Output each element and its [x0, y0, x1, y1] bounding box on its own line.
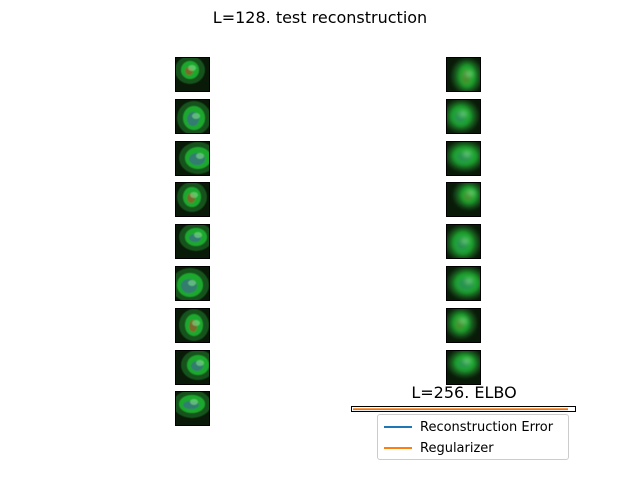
figure-title: L=128. test reconstruction: [212, 8, 428, 27]
original-image-tile: [175, 98, 210, 134]
legend-label-regularizer: Regularizer: [420, 440, 494, 456]
elbo-legend: Reconstruction Error Regularizer: [377, 414, 569, 460]
legend-swatch-blue: [384, 426, 412, 428]
original-image-tile: [175, 349, 210, 385]
legend-item-regularizer: Regularizer: [384, 439, 494, 457]
original-image-tile: [175, 140, 210, 176]
original-image-tile: [175, 391, 210, 427]
reconstruction-image-tile: [446, 140, 481, 176]
reconstruction-image-tile: [446, 266, 481, 301]
elbo-axes: [351, 406, 576, 412]
elbo-chart-title: L=256. ELBO: [411, 383, 517, 402]
original-image-tile: [175, 182, 210, 218]
original-image-tile: [175, 224, 210, 260]
legend-item-reconstruction-error: Reconstruction Error: [384, 418, 553, 436]
reconstruction-image-tile: [446, 98, 481, 134]
reconstruction-image-tile: [446, 57, 481, 92]
reconstruction-image-tile: [446, 224, 481, 260]
original-image-tile: [175, 307, 210, 343]
reconstruction-image-tile: [446, 182, 481, 218]
reconstruction-image-tile: [446, 307, 481, 343]
original-image-tile: [175, 266, 210, 301]
legend-swatch-orange: [384, 447, 412, 449]
legend-label-reconstruction-error: Reconstruction Error: [420, 419, 554, 435]
reconstruction-image-tile: [446, 349, 481, 385]
original-image-tile: [175, 57, 210, 92]
